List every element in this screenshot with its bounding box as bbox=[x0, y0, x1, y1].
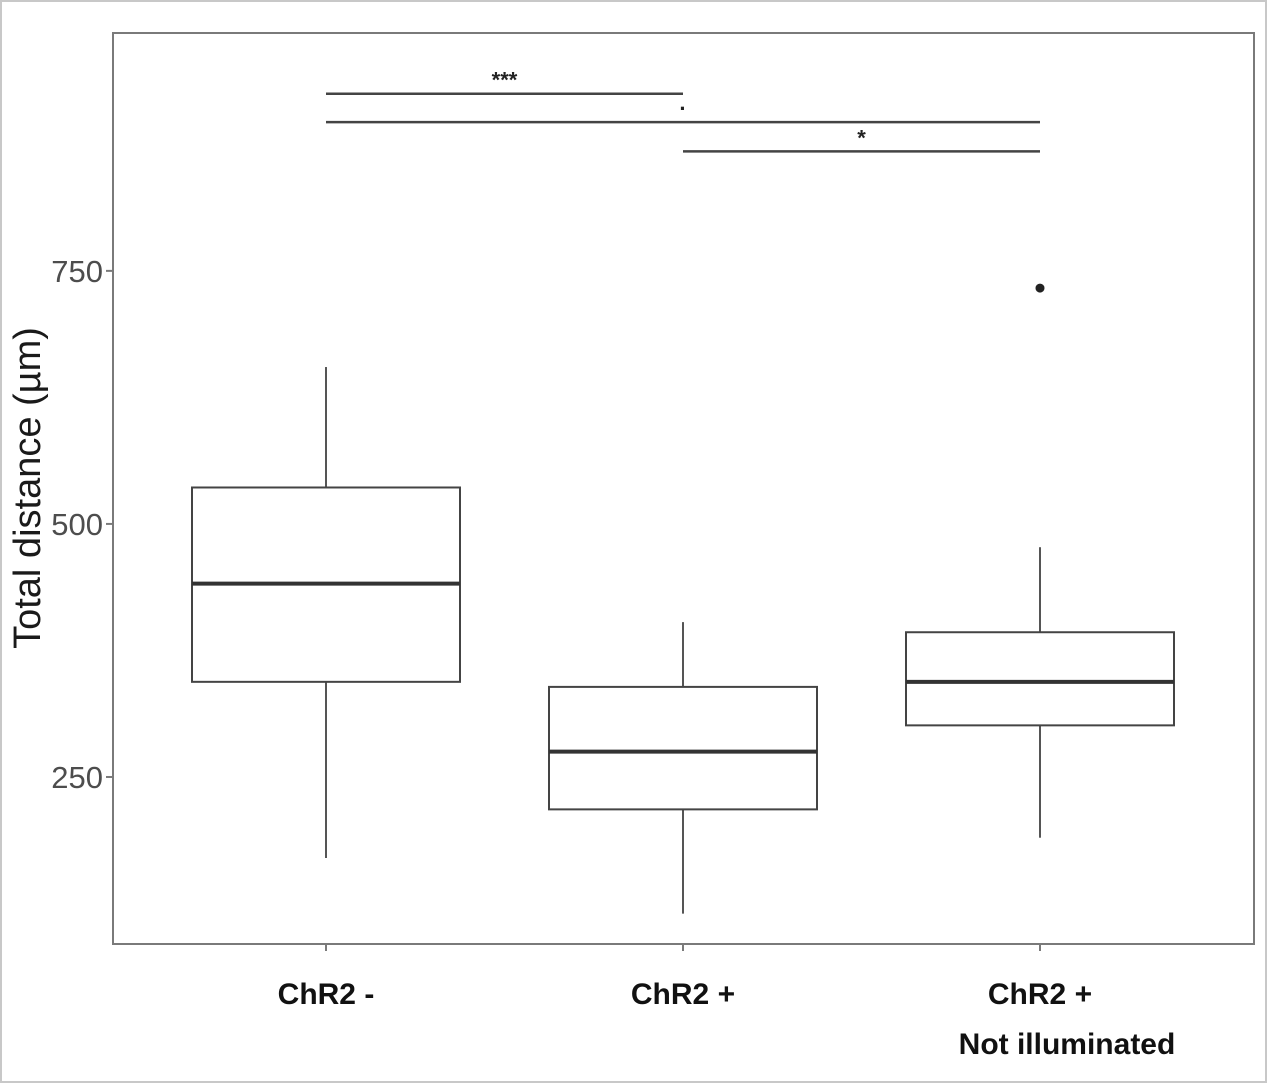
box-iqr bbox=[548, 685, 818, 811]
x-axis: ChR2 - ChR2 + ChR2 + Not illuminated bbox=[278, 944, 1176, 1061]
significance-label: * bbox=[857, 125, 866, 150]
box-group bbox=[548, 622, 818, 914]
y-axis-title: Total distance (µm) bbox=[7, 327, 49, 649]
x-category-label-line: ChR2 - bbox=[278, 978, 375, 1011]
x-category-label-line: ChR2 + bbox=[988, 978, 1092, 1011]
y-tick-label: 500 bbox=[51, 507, 103, 542]
significance-label: · bbox=[679, 96, 686, 121]
x-category-label-line: Not illuminated bbox=[959, 1028, 1176, 1061]
x-category-label: ChR2 - bbox=[278, 978, 375, 1011]
y-axis: 250 500 750 bbox=[51, 254, 113, 795]
x-category-label-line: ChR2 + bbox=[631, 978, 735, 1011]
x-category-label: ChR2 + bbox=[631, 978, 735, 1011]
significance-label: *** bbox=[492, 68, 518, 93]
boxes bbox=[191, 283, 1175, 914]
outlier-point bbox=[1035, 283, 1045, 293]
x-category-label: ChR2 + Not illuminated bbox=[959, 978, 1176, 1061]
box-group bbox=[191, 367, 461, 858]
y-tick-label: 250 bbox=[51, 760, 103, 795]
box-iqr bbox=[905, 631, 1175, 727]
y-tick-label: 750 bbox=[51, 254, 103, 289]
significance-brackets: *** · * bbox=[326, 68, 1040, 153]
box-group bbox=[905, 283, 1175, 838]
